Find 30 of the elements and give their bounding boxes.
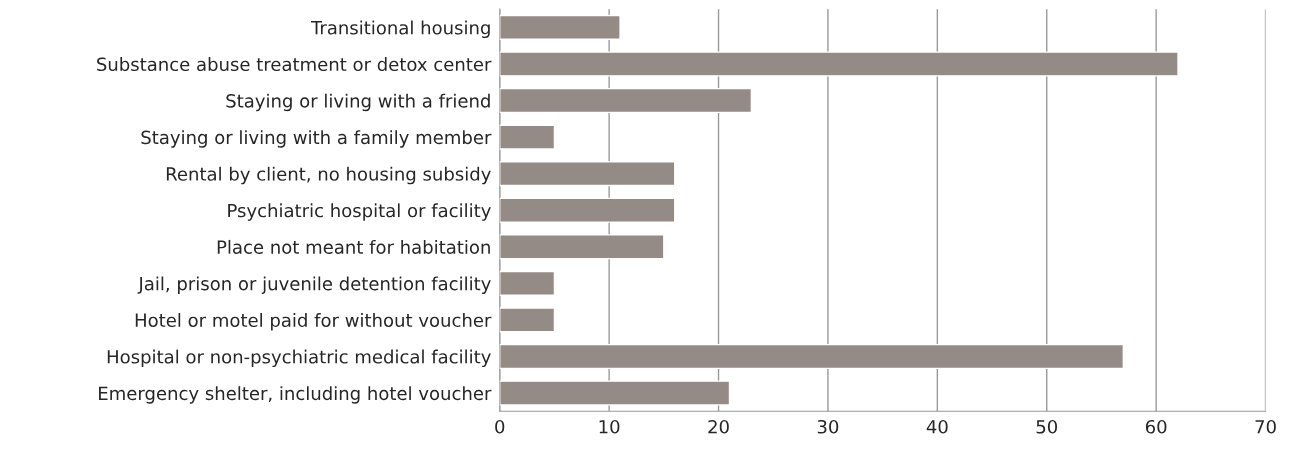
y-tick-label: Staying or living with a family member bbox=[141, 130, 492, 148]
x-tick-label: 50 bbox=[1036, 419, 1058, 434]
y-tick-label: Rental by client, no housing subsidy bbox=[166, 166, 491, 185]
x-tick-label: 70 bbox=[1255, 419, 1276, 434]
y-tick-label: Staying or living with a friend bbox=[226, 93, 490, 112]
bar bbox=[499, 124, 556, 150]
y-tick-label: Hospital or non-psychiatric medical facility bbox=[107, 349, 491, 368]
x-tick-label: 60 bbox=[1145, 419, 1167, 434]
bar bbox=[499, 270, 556, 296]
bar bbox=[499, 307, 556, 333]
x-tick-label: 0 bbox=[495, 419, 505, 434]
y-tick-label: Psychiatric hospital or facility bbox=[228, 203, 491, 221]
x-tick-label: 10 bbox=[599, 419, 620, 434]
y-tick-label: Jail, prison or juvenile detention facility bbox=[137, 276, 491, 294]
x-tick-label: 30 bbox=[817, 419, 839, 434]
y-tick-label: Hotel or motel paid for without voucher bbox=[135, 313, 492, 331]
y-tick-label: Substance abuse treatment or detox center bbox=[97, 57, 492, 72]
bar bbox=[499, 87, 753, 114]
y-tick-label: Place not meant for habitation bbox=[217, 239, 490, 254]
bar bbox=[499, 343, 1125, 370]
x-tick-label: 40 bbox=[926, 419, 948, 434]
bar bbox=[499, 161, 676, 187]
y-tick-label: Emergency shelter, including hotel voucher bbox=[99, 386, 492, 404]
bar bbox=[499, 234, 665, 260]
bar bbox=[499, 197, 676, 223]
y-tick-label: Transitional housing bbox=[310, 20, 490, 39]
bar bbox=[499, 380, 731, 406]
x-tick-label: 20 bbox=[708, 419, 729, 434]
bar bbox=[499, 14, 621, 40]
bar bbox=[499, 51, 1179, 77]
